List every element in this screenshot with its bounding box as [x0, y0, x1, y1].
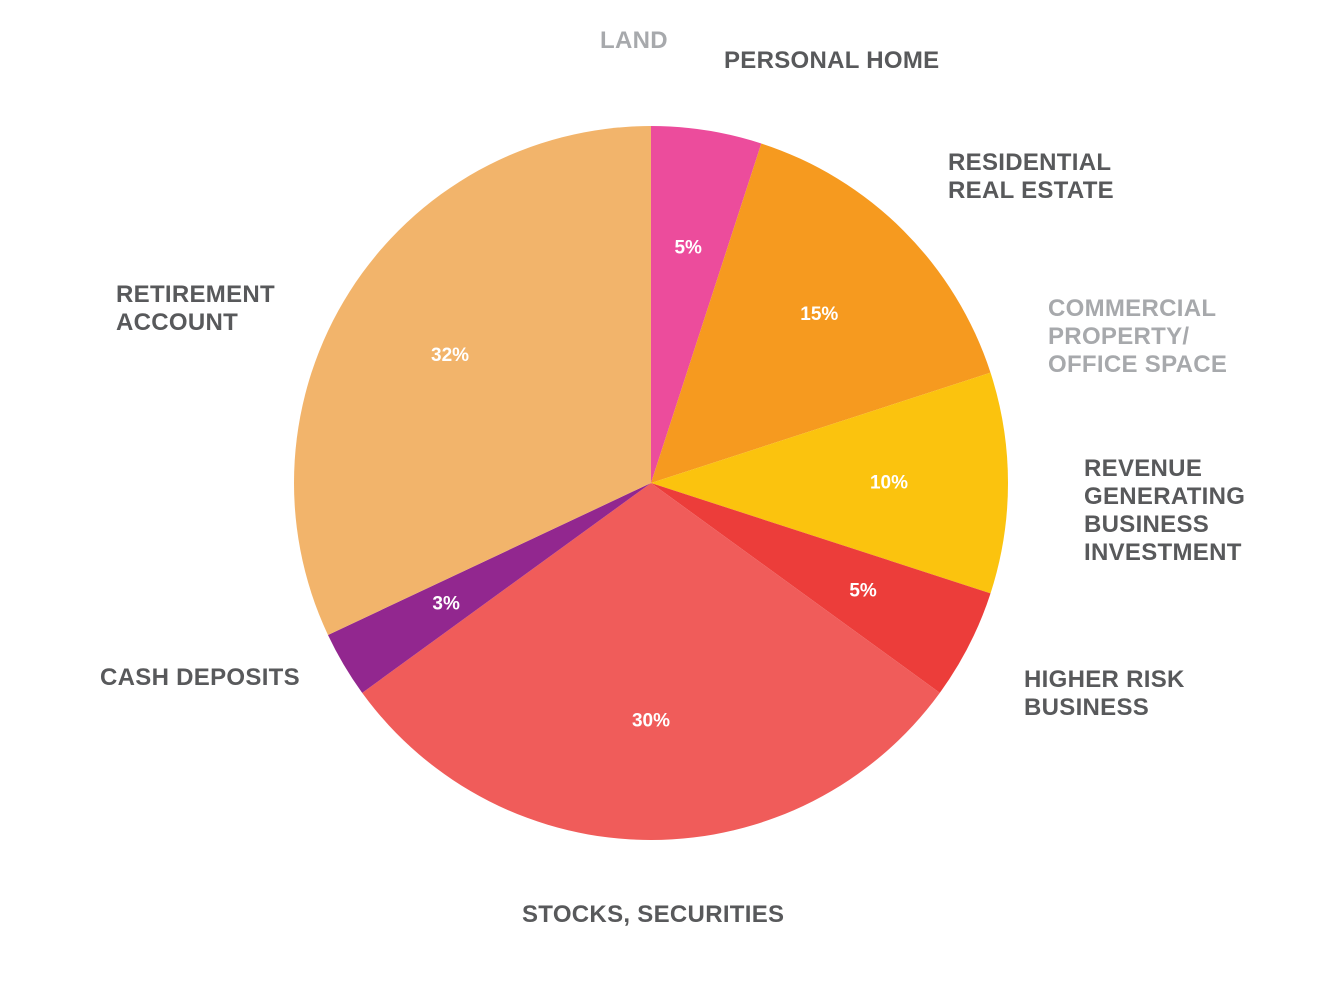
slice-value-label-residential-real-estate: 15%	[800, 304, 838, 325]
slice-value-label-revenue-generating-business-investment: 10%	[870, 473, 908, 494]
pie-slice-higher-risk-business	[651, 483, 991, 693]
category-label-line: BUSINESS	[1024, 694, 1150, 721]
slice-value-label-stocks-securities: 30%	[632, 711, 670, 732]
category-label-line: RETIREMENT	[116, 281, 275, 308]
category-label-personal-home: PERSONAL HOME	[724, 47, 939, 75]
category-label-residential-real-estate: RESIDENTIAL REAL ESTATE	[948, 149, 1114, 205]
category-label-line: OFFICE SPACE	[1048, 351, 1228, 378]
slice-value-label-higher-risk-business: 5%	[849, 581, 877, 602]
category-label-line: STOCKS, SECURITIES	[522, 901, 785, 928]
slice-value-label-cash-deposits: 3%	[432, 594, 460, 615]
category-label-line: INVESTMENT	[1084, 539, 1242, 566]
pie-slice-retirement-account	[293, 126, 651, 636]
category-label-revenue-generating-business-investment: REVENUE GENERATING BUSINESS INVESTMENT	[1084, 455, 1245, 567]
category-label-line: REVENUE	[1084, 455, 1203, 482]
category-label-line: BUSINESS	[1084, 511, 1210, 538]
category-label-cash-deposits: CASH DEPOSITS	[100, 664, 300, 692]
category-label-line: LAND	[600, 27, 668, 54]
pie-slice-cash-deposits	[327, 483, 651, 693]
pie-slice-residential-real-estate	[651, 143, 991, 483]
slice-value-label-personal-home: 5%	[674, 237, 702, 258]
category-label-commercial-property-office-space: COMMERCIAL PROPERTY/OFFICE SPACE	[1048, 295, 1227, 379]
category-label-line: RESIDENTIAL	[948, 149, 1112, 176]
category-label-line: ACCOUNT	[116, 309, 239, 336]
category-label-line: COMMERCIAL	[1048, 295, 1217, 322]
category-label-land: LAND	[600, 27, 668, 55]
category-label-line: GENERATING	[1084, 483, 1246, 510]
pie-slice-revenue-generating-business-investment	[651, 372, 1009, 594]
slice-value-label-retirement-account: 32%	[431, 345, 469, 366]
category-label-line: REAL ESTATE	[948, 177, 1114, 204]
category-label-retirement-account: RETIREMENT ACCOUNT	[116, 281, 275, 337]
category-label-line: CASH DEPOSITS	[100, 664, 300, 691]
percentage-labels: 5% 15% 10% 5% 30% 3% 32%	[431, 237, 908, 731]
pie-slices	[293, 126, 1009, 841]
category-label-line: PROPERTY/	[1048, 323, 1190, 350]
category-label-stocks-securities: STOCKS, SECURITIES	[522, 901, 784, 929]
category-label-line: PERSONAL HOME	[724, 47, 940, 74]
category-label-higher-risk-business: HIGHER RISK BUSINESS	[1024, 666, 1185, 722]
category-label-line: HIGHER RISK	[1024, 666, 1185, 693]
pie-slice-personal-home	[651, 126, 762, 483]
pie-slice-stocks-securities	[362, 483, 940, 841]
